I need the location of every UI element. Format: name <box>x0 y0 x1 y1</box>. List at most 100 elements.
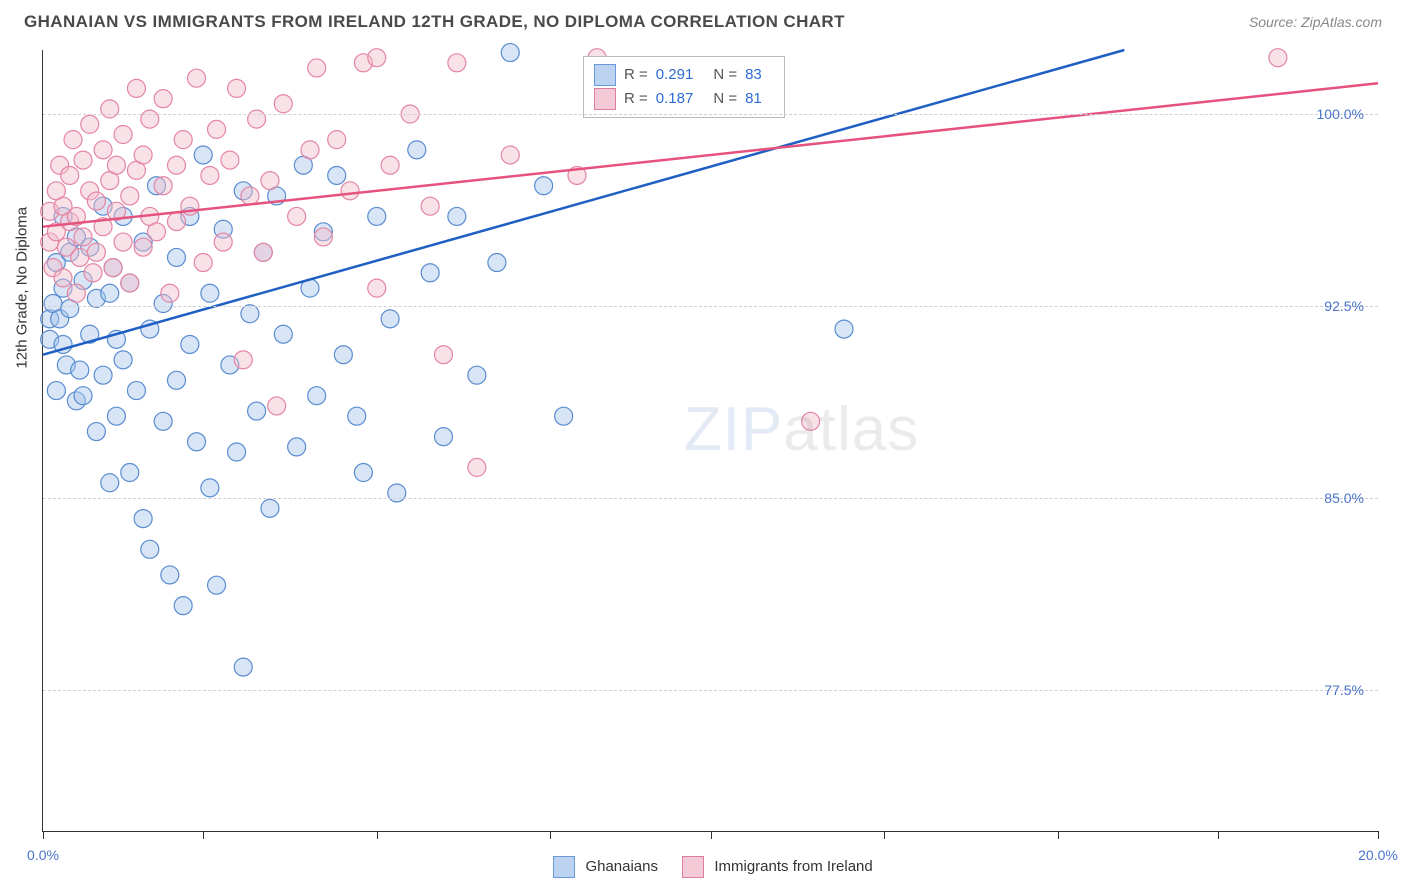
scatter-point <box>168 213 186 231</box>
scatter-point <box>288 438 306 456</box>
scatter-point <box>74 151 92 169</box>
scatter-point <box>301 141 319 159</box>
scatter-point <box>114 351 132 369</box>
scatter-point <box>308 387 326 405</box>
scatter-point <box>71 248 89 266</box>
scatter-point <box>348 407 366 425</box>
scatter-point <box>388 484 406 502</box>
scatter-point <box>254 243 272 261</box>
scatter-point <box>161 284 179 302</box>
stats-n-value-1: 83 <box>745 63 762 87</box>
scatter-point <box>308 59 326 77</box>
scatter-point <box>161 566 179 584</box>
scatter-point <box>87 192 105 210</box>
legend-swatch-pink <box>682 856 704 878</box>
scatter-point <box>448 54 466 72</box>
scatter-point <box>368 207 386 225</box>
scatter-point <box>208 576 226 594</box>
xtick <box>43 831 44 839</box>
xtick <box>1378 831 1379 839</box>
xtick <box>1058 831 1059 839</box>
scatter-point <box>334 346 352 364</box>
scatter-point <box>64 131 82 149</box>
scatter-point <box>188 69 206 87</box>
scatter-point <box>181 335 199 353</box>
scatter-point <box>268 397 286 415</box>
scatter-point <box>501 44 519 62</box>
scatter-point <box>328 131 346 149</box>
scatter-point <box>127 79 145 97</box>
scatter-point <box>201 479 219 497</box>
xtick <box>550 831 551 839</box>
scatter-point <box>121 274 139 292</box>
scatter-point <box>154 90 172 108</box>
scatter-point <box>94 366 112 384</box>
gridline-h <box>43 498 1378 499</box>
scatter-point <box>134 146 152 164</box>
scatter-point <box>835 320 853 338</box>
chart-title: GHANAIAN VS IMMIGRANTS FROM IRELAND 12TH… <box>24 12 845 32</box>
xtick <box>884 831 885 839</box>
scatter-point <box>87 423 105 441</box>
scatter-point <box>228 79 246 97</box>
scatter-point <box>234 351 252 369</box>
scatter-point <box>154 177 172 195</box>
scatter-point <box>221 151 239 169</box>
stats-row-2: R = 0.187 N = 81 <box>594 87 774 111</box>
scatter-point <box>555 407 573 425</box>
scatter-point <box>87 243 105 261</box>
scatter-point <box>468 458 486 476</box>
scatter-point <box>468 366 486 384</box>
stats-r-label-2: R = <box>624 87 648 111</box>
scatter-point <box>104 259 122 277</box>
scatter-point <box>208 120 226 138</box>
scatter-point <box>535 177 553 195</box>
stats-n-label-2: N = <box>713 87 737 111</box>
scatter-point <box>121 187 139 205</box>
scatter-point <box>1269 49 1287 67</box>
ytick-label: 100.0% <box>1317 106 1364 122</box>
scatter-point <box>147 223 165 241</box>
scatter-point <box>168 248 186 266</box>
scatter-point <box>74 228 92 246</box>
ytick-label: 77.5% <box>1324 682 1364 698</box>
scatter-point <box>341 182 359 200</box>
scatter-point <box>248 402 266 420</box>
y-axis-label: 12th Grade, No Diploma <box>14 207 31 369</box>
plot-svg <box>43 50 1378 831</box>
scatter-point <box>802 412 820 430</box>
scatter-point <box>168 371 186 389</box>
scatter-point <box>214 233 232 251</box>
scatter-point <box>114 126 132 144</box>
scatter-point <box>435 428 453 446</box>
stats-r-value-2: 0.187 <box>656 87 694 111</box>
bottom-legend: Ghanaians Immigrants from Ireland <box>0 856 1406 878</box>
scatter-point <box>174 131 192 149</box>
scatter-point <box>501 146 519 164</box>
xtick <box>203 831 204 839</box>
scatter-point <box>127 382 145 400</box>
scatter-point <box>101 474 119 492</box>
scatter-point <box>94 141 112 159</box>
scatter-point <box>47 382 65 400</box>
scatter-point <box>381 156 399 174</box>
scatter-point <box>261 172 279 190</box>
scatter-point <box>448 207 466 225</box>
scatter-point <box>408 141 426 159</box>
scatter-point <box>228 443 246 461</box>
scatter-point <box>71 361 89 379</box>
stats-n-value-2: 81 <box>745 87 762 111</box>
scatter-point <box>154 412 172 430</box>
stats-swatch-pink <box>594 88 616 110</box>
legend-label-2: Immigrants from Ireland <box>714 858 872 875</box>
gridline-h <box>43 114 1378 115</box>
scatter-point <box>84 264 102 282</box>
scatter-point <box>274 325 292 343</box>
scatter-point <box>168 156 186 174</box>
xtick <box>377 831 378 839</box>
scatter-point <box>368 279 386 297</box>
scatter-point <box>114 233 132 251</box>
scatter-point <box>261 499 279 517</box>
scatter-point <box>194 254 212 272</box>
scatter-point <box>188 433 206 451</box>
